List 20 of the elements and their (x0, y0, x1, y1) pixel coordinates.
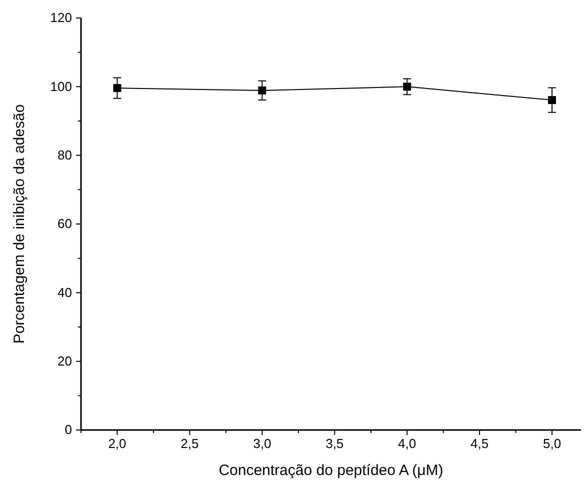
x-axis-title: Concentração do peptídeo A (μM) (218, 462, 444, 479)
x-tick-label: 3,5 (326, 436, 344, 452)
y-tick-label: 20 (58, 353, 72, 368)
y-tick-label: 100 (50, 78, 72, 94)
y-axis-title: Porcentagem de inibição da adesão (11, 104, 28, 344)
x-tick-label: 4,5 (470, 436, 489, 452)
y-tick-label: 40 (58, 284, 72, 300)
x-tick-label: 2,5 (180, 436, 199, 452)
y-tick-label: 120 (50, 10, 72, 26)
point (258, 86, 266, 94)
point (403, 82, 412, 91)
point (113, 84, 122, 92)
y-tick-label: 60 (58, 216, 72, 232)
point (548, 96, 556, 104)
x-tick-label: 4,0 (398, 436, 416, 452)
x-tick-label: 5,0 (542, 436, 562, 452)
x-tick-label: 3,0 (253, 436, 272, 452)
x-tick-label: 2,0 (108, 436, 126, 452)
y-tick-label: 0 (64, 422, 72, 438)
y-tick-label: 80 (58, 147, 72, 162)
